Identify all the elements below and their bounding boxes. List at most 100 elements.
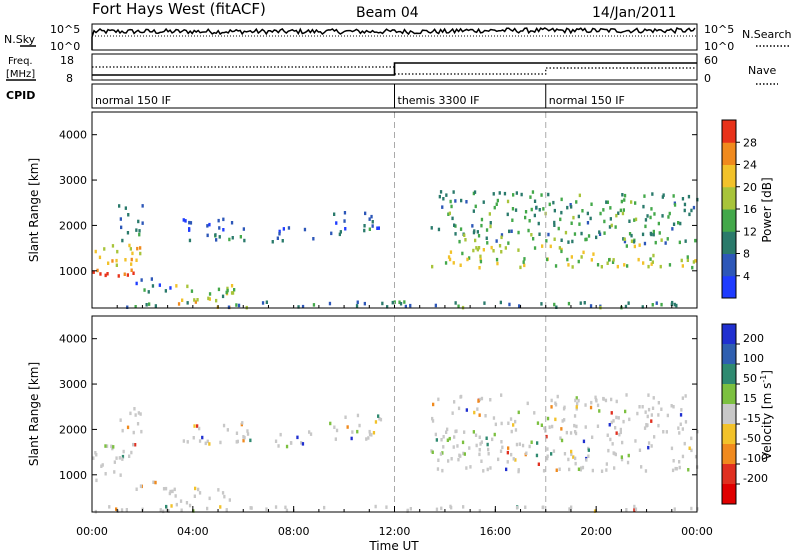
echo-cell	[570, 205, 573, 209]
echo-cell	[121, 238, 124, 243]
echo-cell	[218, 226, 221, 230]
echo-cell	[602, 396, 605, 401]
echo-cell	[584, 237, 587, 242]
echo-cell	[276, 236, 279, 240]
echo-cell	[681, 264, 684, 268]
echo-cell	[441, 205, 444, 209]
velocity-colorbar: 200 100 50 15 -15 -50 -100 -200	[721, 323, 768, 505]
echo-cell	[525, 451, 528, 455]
echo-cell	[566, 257, 569, 262]
echo-cell	[556, 394, 559, 399]
echo-cell	[285, 508, 289, 513]
echo-cell	[463, 452, 466, 456]
echo-cell	[506, 212, 509, 217]
echo-cell	[112, 445, 115, 449]
echo-cell	[222, 228, 225, 232]
velocity-ylabel: Slant Range [km]	[27, 362, 41, 466]
echo-cell	[230, 284, 234, 288]
colorbar-swatch	[722, 344, 736, 365]
echo-cell	[524, 505, 527, 509]
nsearch-label: N.Search	[742, 28, 792, 41]
nave-right-tick-bottom: 0	[704, 72, 711, 85]
echo-cell	[638, 448, 642, 452]
y-tick-label: 3000	[59, 174, 87, 187]
echo-cell	[624, 409, 627, 414]
echo-cell	[134, 443, 137, 447]
echo-cell	[586, 211, 589, 216]
echo-cell	[485, 436, 488, 440]
echo-cell	[246, 432, 250, 436]
echo-cell	[657, 221, 660, 226]
echo-cell	[581, 465, 585, 470]
echo-cell	[289, 441, 293, 445]
echo-cell	[368, 432, 372, 437]
echo-cell	[226, 288, 229, 293]
echo-cell	[643, 194, 646, 198]
echo-cell	[630, 200, 633, 204]
colorbar-tick-label: 8	[743, 248, 750, 261]
echo-cell	[192, 509, 195, 513]
echo-cell	[522, 260, 525, 264]
echo-cell	[545, 434, 548, 439]
echo-cell	[463, 430, 466, 434]
echo-cell	[647, 393, 650, 397]
echo-cell	[678, 431, 681, 435]
echo-cell	[659, 264, 662, 269]
echo-cell	[647, 445, 650, 450]
echo-cell	[623, 198, 626, 202]
echo-cell	[130, 268, 133, 272]
echo-cell	[458, 239, 461, 244]
echo-cell	[517, 230, 520, 235]
echo-cell	[469, 465, 472, 469]
echo-cell	[278, 229, 281, 234]
echo-cell	[194, 486, 197, 491]
echo-cell	[116, 249, 119, 254]
time-x-axis: 00:00 04:00 08:00 12:00 16:00 20:00 00:00	[76, 305, 713, 538]
echo-cell	[498, 244, 502, 248]
colorbar-tick-label: 4	[743, 270, 750, 283]
echo-cell	[493, 205, 496, 210]
echo-cell	[650, 419, 653, 423]
echo-cell	[509, 417, 513, 421]
echo-cell	[643, 426, 647, 430]
echo-cell	[452, 190, 455, 194]
y-tick-label: 1000	[59, 469, 87, 482]
echo-cell	[139, 412, 142, 416]
echo-cell	[573, 232, 577, 236]
echo-cell	[363, 224, 366, 228]
echo-cell	[439, 452, 443, 456]
echo-cell	[591, 468, 594, 473]
echo-cell	[668, 263, 672, 267]
echo-cell	[192, 436, 195, 440]
echo-cell	[630, 239, 634, 243]
echo-cell	[271, 240, 274, 244]
echo-cell	[514, 458, 517, 462]
echo-cell	[231, 291, 235, 295]
echo-cell	[482, 248, 485, 252]
echo-cell	[662, 193, 665, 197]
echo-cell	[507, 241, 510, 245]
echo-cell	[530, 440, 533, 444]
echo-cell	[557, 226, 560, 231]
echo-cell	[517, 248, 520, 252]
echo-cell	[162, 487, 166, 491]
x-tick-label: 12:00	[379, 525, 411, 538]
echo-cell	[575, 407, 578, 411]
echo-cell	[649, 215, 652, 220]
echo-cell	[457, 457, 460, 462]
echo-cell	[664, 241, 667, 245]
echo-cell	[455, 429, 458, 433]
freq-left-tick-bottom: 8	[66, 72, 73, 85]
echo-cell	[451, 216, 454, 221]
echo-cell	[679, 221, 682, 226]
echo-cell	[500, 233, 504, 237]
echo-cell	[560, 210, 563, 215]
echo-cell	[570, 505, 573, 509]
echo-cell	[377, 414, 380, 418]
echo-cell	[594, 395, 597, 400]
echo-cell	[692, 205, 696, 210]
echo-cell	[533, 213, 536, 218]
power-mode-change-lines	[394, 112, 547, 308]
echo-cell	[193, 298, 196, 302]
echo-cell	[672, 222, 676, 226]
